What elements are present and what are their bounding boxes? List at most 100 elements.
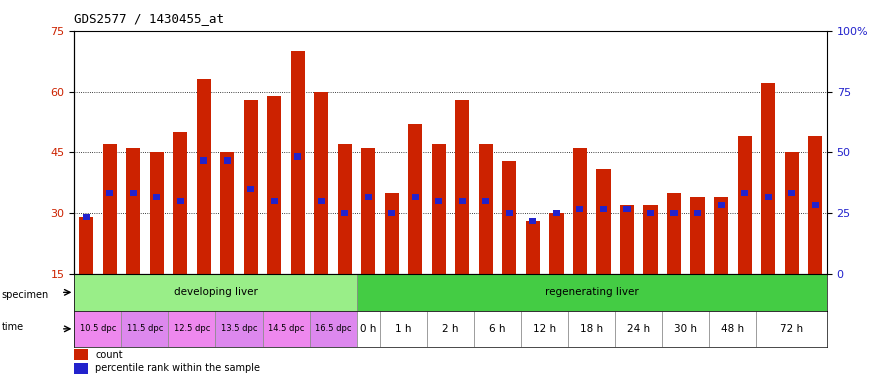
- Bar: [526, 221, 540, 274]
- Bar: [224, 157, 231, 164]
- Bar: [502, 161, 516, 274]
- Bar: [738, 136, 752, 274]
- Bar: [600, 206, 607, 212]
- Bar: [220, 152, 234, 274]
- Bar: [168, 311, 215, 347]
- Text: count: count: [95, 350, 123, 360]
- Bar: [74, 363, 88, 374]
- Bar: [412, 194, 419, 200]
- Text: 16.5 dpc: 16.5 dpc: [315, 324, 351, 333]
- Bar: [74, 274, 357, 311]
- Bar: [785, 152, 799, 274]
- Text: 12 h: 12 h: [533, 324, 556, 334]
- Bar: [82, 214, 89, 220]
- Bar: [318, 198, 325, 204]
- Bar: [130, 190, 136, 196]
- Text: 24 h: 24 h: [627, 324, 650, 334]
- Bar: [385, 193, 399, 274]
- Text: specimen: specimen: [2, 290, 49, 300]
- Bar: [714, 197, 728, 274]
- Bar: [667, 193, 681, 274]
- Bar: [710, 311, 756, 347]
- Text: 48 h: 48 h: [721, 324, 745, 334]
- Bar: [808, 136, 822, 274]
- Bar: [482, 198, 489, 204]
- Bar: [427, 311, 474, 347]
- Text: 2 h: 2 h: [443, 324, 458, 334]
- Bar: [243, 100, 258, 274]
- Bar: [568, 311, 615, 347]
- Bar: [338, 144, 352, 274]
- Bar: [694, 210, 701, 216]
- Bar: [197, 79, 211, 274]
- Text: time: time: [2, 322, 24, 332]
- Bar: [597, 169, 611, 274]
- Bar: [294, 154, 301, 159]
- Bar: [310, 311, 357, 347]
- Bar: [314, 91, 328, 274]
- Bar: [79, 217, 94, 274]
- Bar: [215, 311, 262, 347]
- Bar: [812, 202, 819, 208]
- Text: 1 h: 1 h: [396, 324, 412, 334]
- Bar: [122, 311, 168, 347]
- Text: 14.5 dpc: 14.5 dpc: [268, 324, 304, 333]
- Text: regenerating liver: regenerating liver: [545, 287, 639, 297]
- Bar: [455, 100, 470, 274]
- Bar: [432, 144, 446, 274]
- Text: 0 h: 0 h: [360, 324, 376, 334]
- Bar: [550, 213, 564, 274]
- Bar: [361, 148, 375, 274]
- Bar: [662, 311, 710, 347]
- Bar: [102, 144, 116, 274]
- Bar: [150, 152, 164, 274]
- Bar: [690, 197, 704, 274]
- Bar: [380, 311, 427, 347]
- Text: GDS2577 / 1430455_at: GDS2577 / 1430455_at: [74, 12, 224, 25]
- Bar: [761, 83, 775, 274]
- Bar: [74, 349, 88, 360]
- Bar: [341, 210, 348, 216]
- Bar: [615, 311, 662, 347]
- Text: 6 h: 6 h: [489, 324, 506, 334]
- Bar: [765, 194, 772, 200]
- Bar: [357, 311, 380, 347]
- Text: 10.5 dpc: 10.5 dpc: [80, 324, 116, 333]
- Bar: [267, 96, 282, 274]
- Bar: [270, 198, 277, 204]
- Bar: [409, 124, 423, 274]
- Bar: [553, 210, 560, 216]
- Bar: [647, 210, 654, 216]
- Text: 12.5 dpc: 12.5 dpc: [174, 324, 210, 333]
- Text: percentile rank within the sample: percentile rank within the sample: [95, 363, 261, 373]
- Bar: [365, 194, 372, 200]
- Bar: [788, 190, 795, 196]
- Bar: [74, 311, 122, 347]
- Text: 18 h: 18 h: [580, 324, 603, 334]
- Bar: [106, 190, 113, 196]
- Bar: [620, 205, 634, 274]
- Bar: [643, 205, 658, 274]
- Bar: [573, 148, 587, 274]
- Bar: [126, 148, 140, 274]
- Bar: [756, 311, 827, 347]
- Text: developing liver: developing liver: [173, 287, 257, 297]
- Bar: [522, 311, 568, 347]
- Bar: [388, 210, 396, 216]
- Bar: [290, 51, 304, 274]
- Bar: [177, 198, 184, 204]
- Bar: [741, 190, 748, 196]
- Bar: [436, 198, 443, 204]
- Bar: [670, 210, 677, 216]
- Bar: [474, 311, 522, 347]
- Bar: [153, 194, 160, 200]
- Bar: [173, 132, 187, 274]
- Bar: [357, 274, 827, 311]
- Bar: [624, 206, 631, 212]
- Bar: [718, 202, 724, 208]
- Bar: [248, 186, 255, 192]
- Text: 13.5 dpc: 13.5 dpc: [220, 324, 257, 333]
- Bar: [506, 210, 513, 216]
- Bar: [479, 144, 493, 274]
- Text: 72 h: 72 h: [780, 324, 803, 334]
